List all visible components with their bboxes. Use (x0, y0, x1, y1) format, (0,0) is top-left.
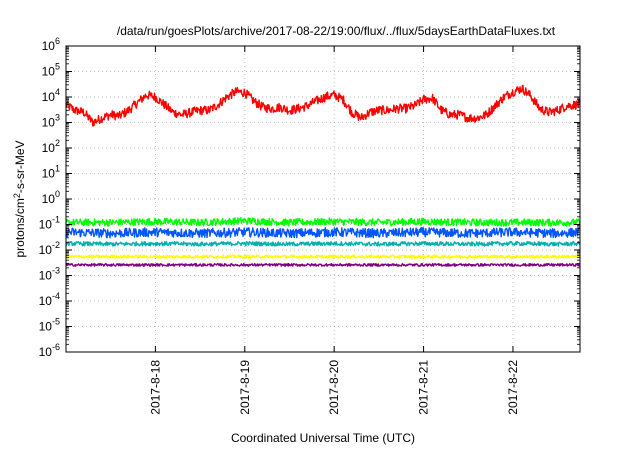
y-tick-exponent: 2 (55, 138, 60, 148)
y-tick-base: 10 (42, 141, 56, 155)
y-tick-label: 10-6 (39, 342, 60, 359)
y-tick-base: 10 (39, 294, 53, 308)
y-tick-exponent: 5 (55, 62, 60, 72)
y-tick-label: 101 (42, 164, 60, 181)
y-tick-base: 10 (39, 345, 53, 359)
y-tick-exponent: 1 (55, 164, 60, 174)
y-tick-exponent: -6 (52, 342, 60, 352)
chart-title: /data/run/goesPlots/archive/2017-08-22/1… (117, 24, 556, 38)
y-tick-exponent: -5 (52, 317, 60, 327)
y-tick-base: 10 (39, 269, 53, 283)
tick-layer: 10-610-510-410-310-210-11001011021031041… (39, 36, 580, 415)
y-axis-label-prefix: protons/cm (13, 198, 27, 257)
y-tick-label: 106 (42, 36, 60, 53)
y-tick-base: 10 (42, 192, 56, 206)
y-tick-label: 10-5 (39, 317, 60, 334)
series-line-2 (65, 227, 581, 239)
y-axis-label-suffix: -s-sr-MeV (13, 140, 27, 193)
y-axis-label-superscript: 2 (12, 193, 22, 198)
y-axis-label: protons/cm2-s-sr-MeV (12, 140, 27, 257)
series-line-5 (65, 262, 581, 267)
y-tick-label: 10-3 (39, 266, 60, 283)
x-tick-label: 2017-8-18 (148, 360, 162, 415)
x-tick-label: 2017-8-20 (327, 360, 341, 415)
y-tick-exponent: 3 (55, 113, 60, 123)
y-tick-exponent: 6 (55, 36, 60, 46)
y-tick-exponent: -4 (52, 291, 60, 301)
y-tick-exponent: 4 (55, 87, 60, 97)
y-tick-label: 100 (42, 189, 60, 206)
y-tick-base: 10 (42, 39, 56, 53)
y-tick-label: 10-1 (39, 215, 60, 232)
y-tick-exponent: -1 (52, 215, 60, 225)
y-tick-exponent: 0 (55, 189, 60, 199)
series-line-3 (65, 240, 581, 247)
series-layer (65, 84, 581, 267)
grid (66, 46, 580, 352)
y-tick-exponent: -3 (52, 266, 60, 276)
series-line-4 (65, 254, 581, 259)
y-tick-base: 10 (42, 90, 56, 104)
y-tick-base: 10 (39, 243, 53, 257)
y-tick-exponent: -2 (52, 240, 60, 250)
y-tick-label: 102 (42, 138, 60, 155)
y-tick-label: 104 (42, 87, 60, 104)
y-tick-base: 10 (42, 116, 56, 130)
x-axis-label: Coordinated Universal Time (UTC) (231, 431, 415, 445)
series-line-1 (65, 217, 581, 227)
y-tick-label: 103 (42, 113, 60, 130)
y-tick-label: 105 (42, 62, 60, 79)
y-tick-base: 10 (39, 218, 53, 232)
y-tick-base: 10 (42, 65, 56, 79)
series-line-0 (65, 84, 581, 127)
y-tick-base: 10 (39, 320, 53, 334)
y-tick-label: 10-2 (39, 240, 60, 257)
y-tick-label: 10-4 (39, 291, 60, 308)
x-tick-label: 2017-8-19 (238, 360, 252, 415)
x-tick-label: 2017-8-22 (506, 360, 520, 415)
x-tick-label: 2017-8-21 (417, 360, 431, 415)
y-tick-base: 10 (42, 167, 56, 181)
